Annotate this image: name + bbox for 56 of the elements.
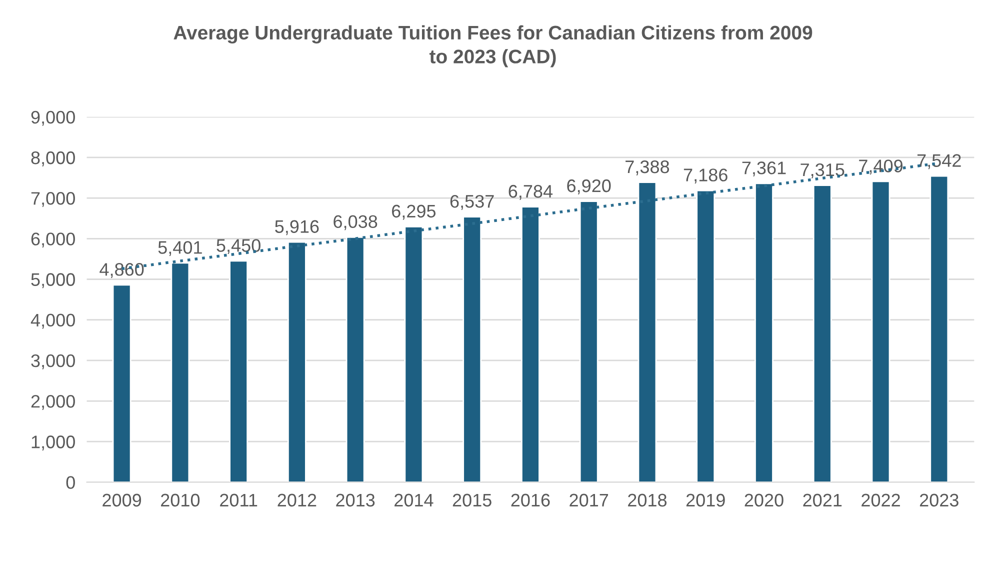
chart-title: Average Undergraduate Tuition Fees for Canadian Citizens from 2009 to 2023 (CAD) <box>174 25 812 68</box>
bar <box>754 182 774 482</box>
data-label: 5,401 <box>158 241 202 256</box>
data-label: 4,860 <box>100 263 144 278</box>
x-tick-label: 2013 <box>336 494 375 507</box>
bar <box>287 241 306 482</box>
x-tick-label: 2017 <box>570 494 608 507</box>
x-tick-label: 2020 <box>744 494 784 507</box>
data-label: 6,920 <box>567 179 611 194</box>
y-tick-label: 8,000 <box>31 151 75 166</box>
data-label: 7,186 <box>684 168 728 184</box>
y-tick-label: 6,000 <box>31 232 75 248</box>
y-tick-label: 4,000 <box>30 314 75 329</box>
x-tick-label: 2023 <box>920 494 958 507</box>
bar <box>638 182 657 482</box>
x-tick-label: 2010 <box>161 494 200 507</box>
data-label: 6,784 <box>508 184 553 200</box>
bar <box>579 200 598 482</box>
x-tick-label: 2011 <box>220 494 258 507</box>
x-tick-label: 2021 <box>803 494 842 507</box>
x-tick-label: 2009 <box>102 494 142 507</box>
data-label: 7,409 <box>859 160 902 174</box>
data-label: 5,450 <box>216 239 260 254</box>
x-tick-label: 2018 <box>628 494 667 507</box>
x-tick-label: 2022 <box>862 494 900 507</box>
x-tick-label: 2016 <box>511 494 550 507</box>
data-label: 6,295 <box>392 204 436 220</box>
bar <box>696 190 716 482</box>
bar <box>930 175 949 482</box>
x-tick-label: 2012 <box>278 494 316 507</box>
data-label: 7,388 <box>626 160 670 176</box>
bar <box>812 184 832 482</box>
y-tick-label: 7,000 <box>31 192 75 207</box>
y-tick-label: 0 <box>66 476 75 489</box>
data-label: 7,542 <box>917 154 961 170</box>
y-tick-label: 5,000 <box>31 273 75 288</box>
data-label: 5,916 <box>275 220 319 236</box>
y-tick-label: 9,000 <box>31 110 75 126</box>
y-tick-label: 3,000 <box>31 354 75 370</box>
data-label: 7,361 <box>742 162 786 176</box>
bar <box>112 284 132 482</box>
bar <box>871 180 890 482</box>
bar <box>521 206 540 482</box>
bar <box>404 226 424 482</box>
x-tick-label: 2014 <box>394 494 434 507</box>
data-label: 6,537 <box>450 194 494 210</box>
bar <box>229 260 248 482</box>
data-label: 7,315 <box>800 163 844 178</box>
bar <box>462 216 482 482</box>
y-tick-label: 2,000 <box>31 394 75 410</box>
y-tick-label: 1,000 <box>32 436 75 450</box>
data-label: 6,038 <box>334 215 378 230</box>
bar <box>346 236 365 482</box>
bar <box>170 262 190 482</box>
x-tick-label: 2015 <box>452 494 492 507</box>
x-tick-label: 2019 <box>686 494 725 507</box>
